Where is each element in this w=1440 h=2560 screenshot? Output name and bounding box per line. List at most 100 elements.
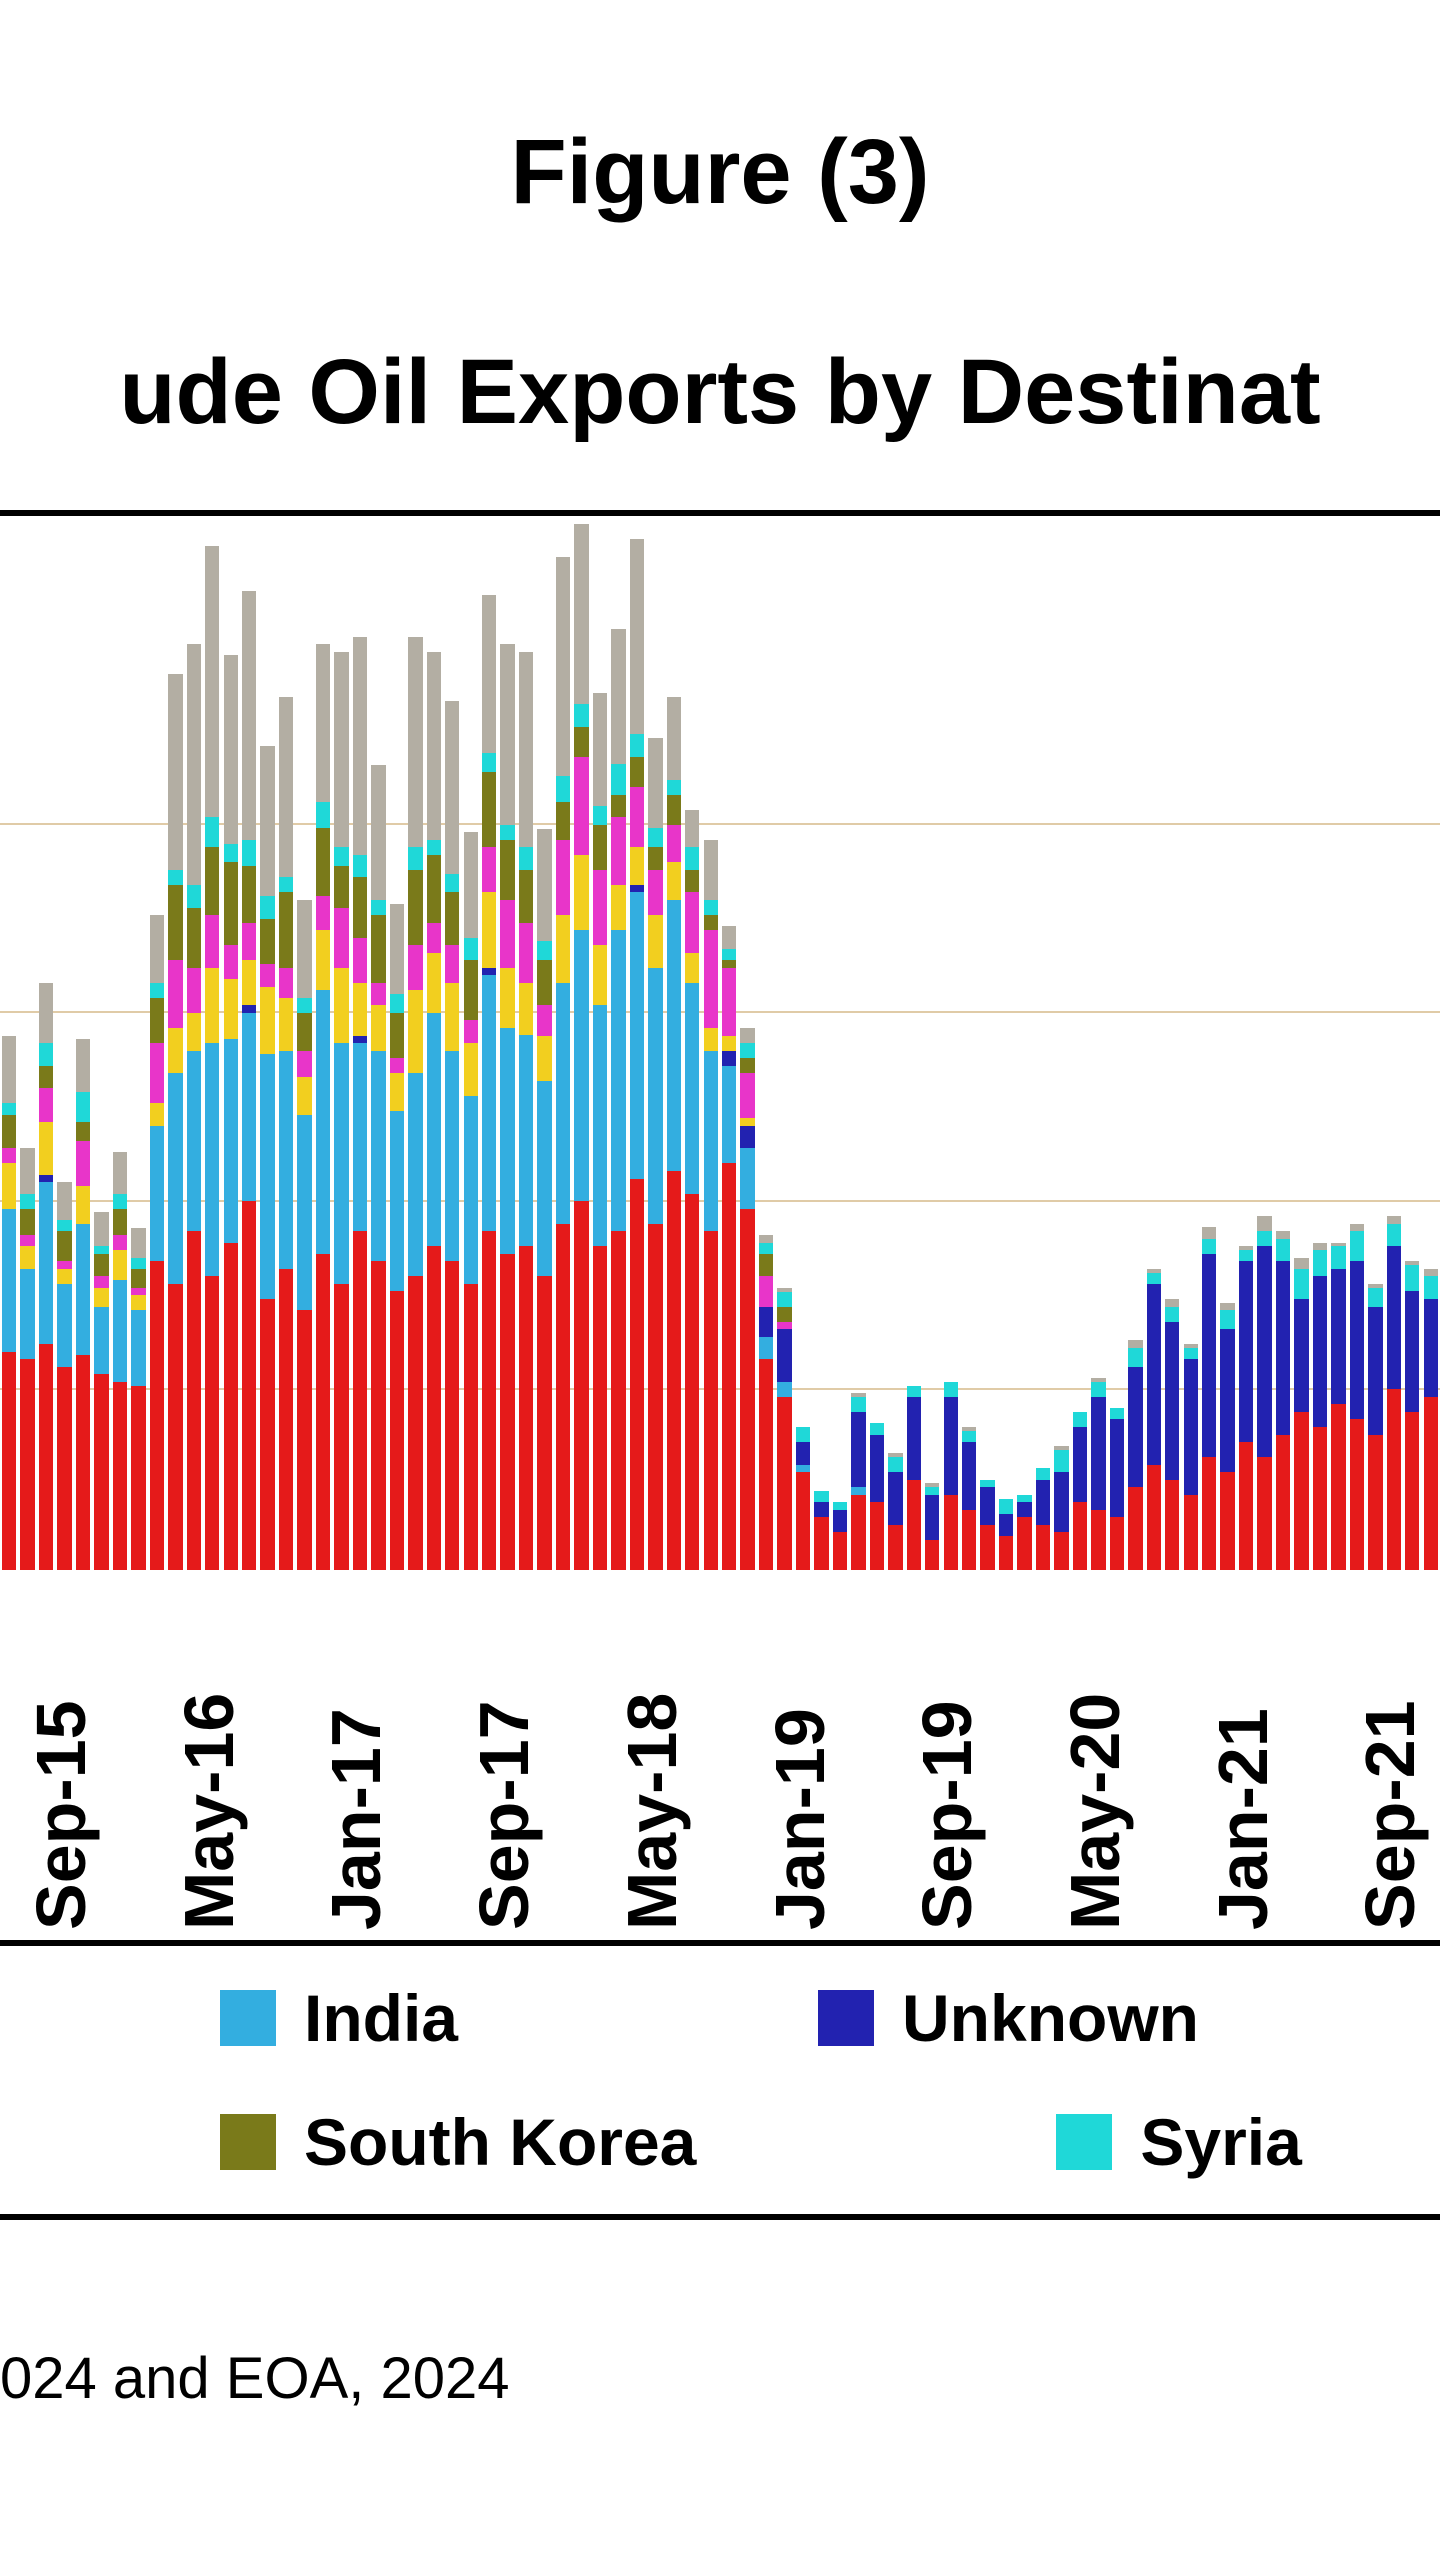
bar-segment-other xyxy=(500,644,514,825)
bar-segment-other xyxy=(1350,1224,1364,1232)
bar-segment-turkey xyxy=(20,1235,34,1246)
bar-segment-syria xyxy=(1128,1348,1142,1367)
legend-label: Syria xyxy=(1140,2104,1301,2180)
bar xyxy=(962,1427,976,1570)
bar-segment-china xyxy=(39,1344,53,1570)
bar-segment-south-korea xyxy=(648,847,662,870)
bar xyxy=(150,915,164,1570)
bar-segment-unknown xyxy=(944,1397,958,1495)
bar xyxy=(187,644,201,1570)
bar-segment-syria xyxy=(519,847,533,870)
bar-segment-unknown xyxy=(1276,1261,1290,1434)
bar-segment-india xyxy=(279,1051,293,1269)
bar-segment-japan xyxy=(94,1288,108,1307)
bar-segment-india xyxy=(334,1043,348,1284)
bar-segment-south-korea xyxy=(685,870,699,893)
bar-segment-china xyxy=(796,1472,810,1570)
bar-segment-china xyxy=(334,1284,348,1570)
bar-segment-china xyxy=(94,1374,108,1570)
bar xyxy=(759,1235,773,1570)
bar-segment-south-korea xyxy=(519,870,533,923)
bar xyxy=(297,900,311,1570)
bar-segment-syria xyxy=(297,998,311,1013)
bar-segment-turkey xyxy=(150,1043,164,1103)
bar-segment-china xyxy=(870,1502,884,1570)
bar xyxy=(574,524,588,1570)
bar-segment-turkey xyxy=(297,1051,311,1077)
x-tick-label: Sep-15 xyxy=(21,1700,101,1930)
bar-segment-india xyxy=(777,1382,791,1397)
bar xyxy=(722,926,736,1570)
bar-segment-china xyxy=(1036,1525,1050,1570)
bar-segment-unknown xyxy=(796,1442,810,1465)
bar-segment-syria xyxy=(390,994,404,1013)
bar-segment-china xyxy=(168,1284,182,1570)
bar-segment-syria xyxy=(611,764,625,794)
legend-row: IndiaUnknown xyxy=(0,1980,1440,2056)
bar-segment-japan xyxy=(685,953,699,983)
bar-segment-turkey xyxy=(759,1276,773,1306)
x-tick-label: May-18 xyxy=(612,1693,692,1930)
bar-segment-syria xyxy=(1165,1307,1179,1322)
page: Figure (3) ude Oil Exports by Destinat S… xyxy=(0,0,1440,2560)
bar-segment-china xyxy=(814,1517,828,1570)
bar-segment-china xyxy=(1331,1404,1345,1570)
bar-segment-syria xyxy=(20,1194,34,1209)
bar-segment-china xyxy=(611,1231,625,1570)
bar xyxy=(1331,1243,1345,1570)
bar-segment-other xyxy=(168,674,182,870)
bar-segment-china xyxy=(740,1209,754,1570)
bar-segment-syria xyxy=(1313,1250,1327,1276)
bar xyxy=(1294,1258,1308,1570)
bar xyxy=(1257,1216,1271,1570)
bar-segment-other xyxy=(482,595,496,753)
bar-segment-unknown xyxy=(1368,1307,1382,1435)
bar xyxy=(371,765,385,1570)
bar-segment-china xyxy=(1220,1472,1234,1570)
bar-segment-south-korea xyxy=(667,795,681,825)
bar-segment-syria xyxy=(759,1243,773,1254)
bar-segment-syria xyxy=(150,983,164,998)
bar-segment-syria xyxy=(2,1103,16,1114)
bar-segment-china xyxy=(500,1254,514,1570)
plot-box xyxy=(0,510,1440,1570)
bar-segment-china xyxy=(150,1261,164,1570)
bar-segment-china xyxy=(242,1201,256,1570)
bar-segment-other xyxy=(408,637,422,848)
bar-segment-japan xyxy=(353,983,367,1036)
bar-segment-other xyxy=(242,591,256,839)
bar-segment-south-korea xyxy=(722,960,736,968)
source-text: 024 and EOA, 2024 xyxy=(0,2345,1440,2412)
bar-segment-china xyxy=(519,1246,533,1570)
bar-segment-unknown xyxy=(1405,1291,1419,1411)
bar-segment-unknown xyxy=(1054,1472,1068,1532)
bar-segment-japan xyxy=(648,915,662,968)
bar xyxy=(1036,1468,1050,1570)
bar-segment-japan xyxy=(740,1118,754,1126)
bar xyxy=(593,693,607,1570)
bar-segment-india xyxy=(519,1035,533,1246)
bar-segment-india xyxy=(187,1051,201,1232)
bar-segment-syria xyxy=(242,840,256,866)
bar-segment-syria xyxy=(1424,1276,1438,1299)
bar-segment-india xyxy=(2,1209,16,1352)
bar-segment-japan xyxy=(20,1246,34,1269)
bar-segment-india xyxy=(408,1073,422,1276)
legend-swatch xyxy=(1056,2114,1112,2170)
bar-segment-unknown xyxy=(1350,1261,1364,1419)
bar-segment-china xyxy=(390,1291,404,1570)
bar-segment-india xyxy=(556,983,570,1224)
bar-segment-japan xyxy=(574,855,588,930)
bar-segment-unknown xyxy=(925,1495,939,1540)
bar-segment-other xyxy=(20,1148,34,1193)
bar-segment-syria xyxy=(371,900,385,915)
bar-segment-other xyxy=(187,644,201,885)
bar-segment-syria xyxy=(224,844,238,863)
bar-segment-other xyxy=(1257,1216,1271,1231)
bar-segment-turkey xyxy=(464,1020,478,1043)
bar-segment-syria xyxy=(925,1487,939,1495)
bar xyxy=(20,1148,34,1570)
bar-segment-syria xyxy=(76,1092,90,1122)
x-tick-label: Jan-17 xyxy=(316,1708,396,1930)
bar-segment-syria xyxy=(1294,1269,1308,1299)
